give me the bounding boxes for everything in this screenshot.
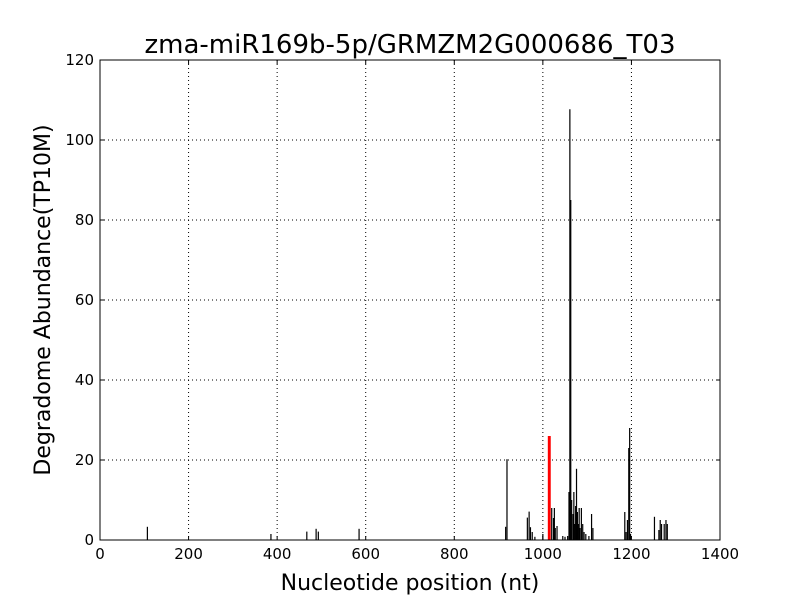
y-tick-label: 120 (65, 51, 94, 69)
x-tick-label: 800 (440, 545, 469, 563)
x-tick-label: 1400 (701, 545, 739, 563)
x-tick-label: 600 (351, 545, 380, 563)
y-tick-label: 20 (75, 451, 94, 469)
x-tick-label: 400 (263, 545, 292, 563)
plot-bars (146, 109, 668, 540)
y-tick-label: 60 (75, 291, 94, 309)
y-tick-label: 0 (84, 531, 94, 549)
grid (100, 60, 720, 540)
axis-ticks: 0 200 400 600 800 1000 1200 1400 0 20 40 60 80 100 120 (65, 51, 739, 563)
y-tick-label: 80 (75, 211, 94, 229)
x-tick-label: 1000 (524, 545, 562, 563)
x-axis-label: Nucleotide position (nt) (281, 571, 540, 596)
x-tick-label: 1200 (612, 545, 650, 563)
y-tick-label: 100 (65, 131, 94, 149)
y-axis-label: Degradome Abundance(TP10M) (31, 124, 56, 475)
chart-title: zma-miR169b-5p/GRMZM2G000686_T03 (144, 30, 675, 60)
y-tick-label: 40 (75, 371, 94, 389)
x-tick-label: 0 (95, 545, 105, 563)
x-tick-label: 200 (174, 545, 203, 563)
